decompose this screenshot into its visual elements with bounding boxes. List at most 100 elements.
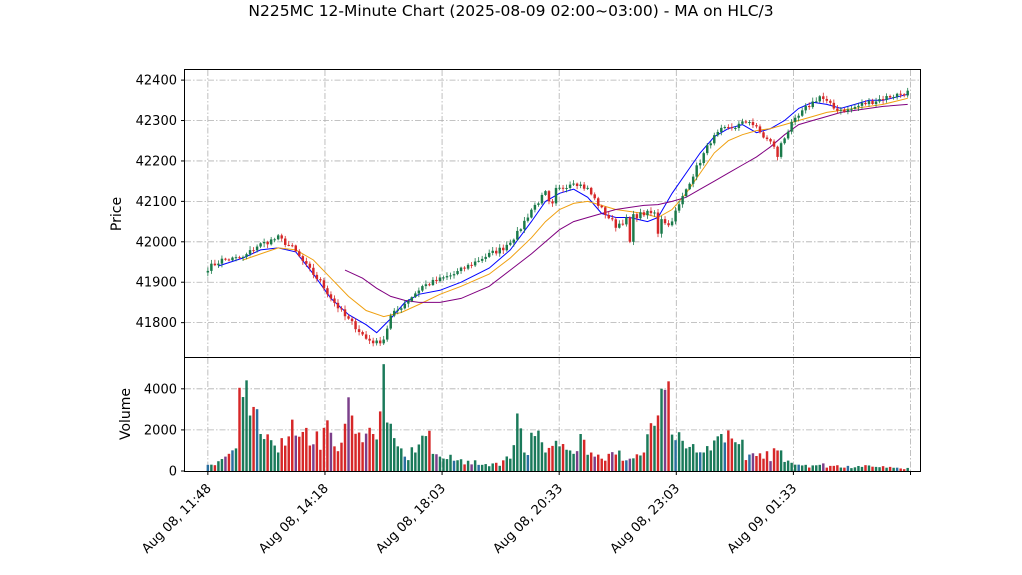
volume-bar	[396, 446, 399, 471]
price-ytick-label: 42000	[136, 235, 177, 250]
candle-body	[807, 106, 811, 108]
volume-bar	[375, 439, 378, 471]
candle-body	[874, 101, 878, 105]
candle-body	[523, 220, 526, 230]
volume-bar	[769, 461, 772, 471]
volume-bar	[491, 463, 494, 471]
volume-bar	[480, 464, 484, 471]
volume-ytick-label: 4000	[144, 382, 177, 397]
volume-bar	[294, 435, 298, 471]
xtick-label: Aug 08, 23:03	[608, 481, 684, 557]
candle-body	[329, 294, 333, 299]
candle-body	[364, 334, 368, 339]
candle-body	[776, 146, 779, 157]
candle-body	[340, 308, 343, 310]
candle-body	[646, 210, 649, 216]
price-ytick-label: 42100	[136, 195, 177, 210]
candle-body	[762, 132, 765, 138]
candle-body	[779, 143, 783, 157]
candle-body	[210, 263, 213, 271]
volume-bar	[477, 464, 480, 471]
candle-body	[786, 131, 790, 139]
volume-bar	[660, 388, 663, 471]
candle-body	[389, 315, 392, 329]
candle-body	[480, 258, 484, 261]
volume-bar	[667, 381, 670, 471]
candle-body	[371, 340, 375, 344]
volume-bar	[287, 436, 290, 471]
candle-body	[322, 280, 326, 289]
volume-bar	[526, 455, 530, 471]
volume-ytick-label: 2000	[144, 423, 177, 438]
candle-body	[772, 141, 776, 147]
candle-body	[885, 96, 888, 100]
volume-bar	[438, 456, 442, 471]
volume-bar	[403, 456, 407, 471]
volume-bar	[618, 450, 621, 471]
volume-bar	[748, 454, 751, 471]
volume-bar	[389, 423, 392, 471]
volume-bar	[815, 465, 818, 471]
candle-body	[895, 93, 899, 97]
volume-bar	[530, 432, 533, 471]
volume-bar	[519, 428, 523, 471]
volume-bar	[695, 452, 698, 471]
candle-body	[512, 239, 516, 243]
volume-bar	[231, 450, 234, 471]
price-ytick-label: 42300	[136, 114, 177, 129]
volume-bar	[357, 432, 361, 471]
volume-bar	[621, 460, 625, 471]
volume-bar	[604, 460, 607, 471]
candle-body	[593, 194, 596, 199]
ma-line-1	[218, 93, 908, 334]
volume-bar	[589, 452, 593, 471]
candle-body	[611, 218, 614, 220]
volume-bar	[523, 452, 526, 471]
volume-bar	[829, 465, 832, 471]
candle-body	[688, 183, 691, 190]
volume-bar	[417, 444, 421, 471]
candle-body	[568, 184, 572, 188]
volume-bar	[846, 465, 850, 471]
volume-bar	[347, 397, 350, 471]
candle-body	[544, 191, 547, 195]
volume-bar	[407, 460, 410, 471]
volume-bar	[280, 438, 283, 471]
volume-bar	[751, 453, 755, 471]
candle-body	[639, 212, 642, 219]
volume-bar	[445, 459, 449, 471]
candle-body	[301, 256, 305, 262]
candle-body	[470, 264, 473, 266]
candle-body	[804, 106, 807, 111]
volume-bar	[329, 432, 333, 471]
candle-body	[487, 252, 491, 257]
candle-body	[691, 176, 695, 184]
volume-bar	[255, 409, 259, 471]
volume-bar	[259, 434, 262, 471]
volume-bar	[470, 464, 473, 471]
price-ytick-label: 42200	[136, 154, 177, 169]
ma-line-3	[344, 103, 908, 303]
price-ytick-label: 41800	[136, 316, 177, 331]
candle-body	[878, 99, 881, 102]
candle-body	[424, 284, 428, 287]
volume-bar	[456, 460, 459, 471]
volume-bar	[737, 444, 741, 471]
volume-bar	[765, 451, 769, 471]
candle-body	[248, 250, 252, 255]
candle-body	[635, 214, 639, 219]
x-axis: Aug 08, 11:48 Aug 08, 14:18 Aug 08, 18:03 A…	[139, 471, 912, 557]
candle-body	[607, 214, 610, 219]
candle-body	[407, 300, 410, 304]
volume-bar	[449, 454, 452, 471]
xtick-label: Aug 09, 01:33	[725, 481, 801, 557]
volume-bar	[755, 456, 758, 471]
candle-body	[551, 201, 554, 204]
volume-bar	[305, 427, 308, 471]
volume-bar	[315, 431, 319, 471]
candle-body	[252, 250, 255, 252]
volume-bar	[758, 453, 762, 471]
volume-bar	[241, 397, 245, 471]
candle-body	[537, 203, 540, 205]
volume-bar	[653, 425, 656, 471]
